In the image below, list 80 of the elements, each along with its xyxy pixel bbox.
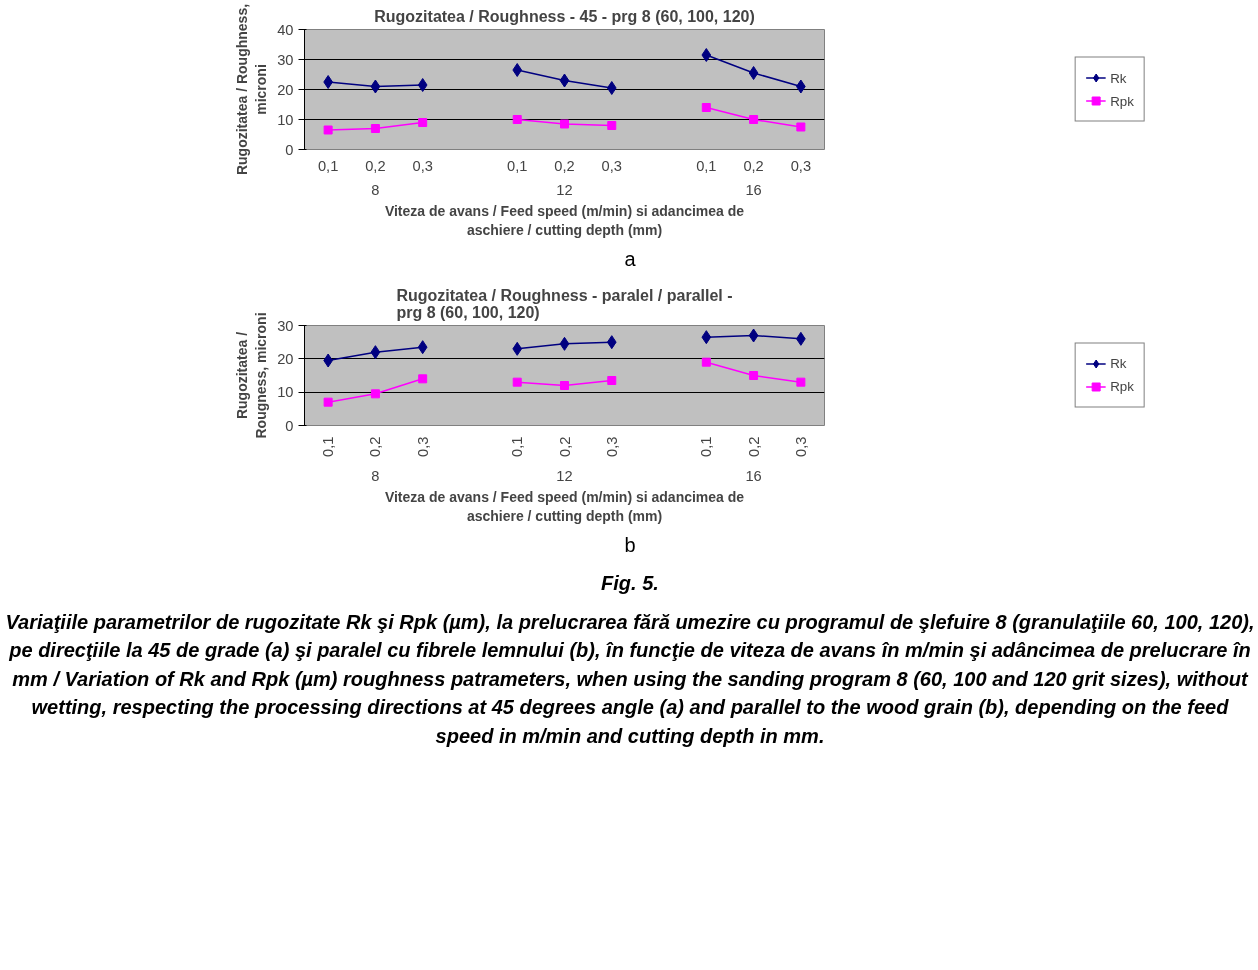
point (748, 328, 759, 343)
y-tick-label: 30 (277, 317, 294, 334)
chart-title: Rugozitatea / Roughness - paralel / parallel - prg 8 (60, 100, 120) (396, 286, 733, 321)
point (559, 73, 570, 88)
legend-label: Rk (1110, 70, 1128, 85)
y-tick-label: 0 (285, 417, 294, 434)
y-tick-label: 30 (277, 51, 294, 68)
point (749, 370, 759, 380)
text: 16 (745, 181, 762, 198)
chart-title: Rugozitatea / Roughness - 45 - prg 8 (60, 100, 120) (374, 7, 755, 25)
point (418, 373, 428, 383)
point (559, 336, 570, 351)
point (370, 79, 381, 94)
point (607, 375, 617, 385)
text: 8 (371, 181, 380, 198)
point (749, 115, 759, 124)
point (796, 122, 806, 132)
y-axis-title: Rugozitatea / Rougness, microni (234, 312, 270, 439)
point (748, 66, 759, 80)
x-tick-label: 0,3 (601, 157, 622, 174)
point (701, 48, 712, 62)
y-tick-label: 20 (277, 350, 294, 367)
point (701, 329, 712, 344)
point (512, 63, 523, 77)
text: 16 (745, 467, 762, 484)
x-axis-title: Viteza de avans / Feed speed (m/min) si adancimea de aschiere / cutting depth (mm) (384, 488, 745, 524)
point (417, 339, 428, 354)
y-tick-label: 40 (277, 21, 294, 38)
legend-label: Rpk (1110, 378, 1134, 394)
x-tick-label: 0,2 (556, 436, 573, 457)
point (606, 334, 617, 349)
y-tick-label: 10 (277, 111, 294, 128)
point (370, 388, 380, 398)
point (418, 118, 428, 127)
x-tick-label: 0,3 (790, 157, 812, 174)
caption: Fig. 5. (601, 572, 659, 595)
x-tick-label: 0,1 (698, 436, 715, 457)
x-tick-label: 0,1 (317, 157, 339, 174)
x-tick-label: 0,3 (603, 436, 620, 457)
point (323, 125, 333, 135)
point (512, 341, 523, 356)
point (560, 380, 569, 390)
y-tick-label: 10 (277, 383, 294, 400)
x-tick-label: 0,1 (509, 436, 526, 457)
x-tick-label: 0,2 (745, 436, 762, 457)
text: Variaţiile parametrilor de rugozitate Rk şi Rpk (µm), la prelucrarea fără umezire cu programul de şlefuire 8 (granulaţiile 60, 100, 120), pe direcţiile la 45 de grade (a) şi paralel cu fibrele lemnului (b), în funcţie de viteza de avans în m/min şi adâncimea de prelucrare în mm / Variation of Rk and Rpk (µm) roughness patrameters, when using the sanding program 8 (60, 100 and 120 grit sizes), without wetting, respecting the processing directions at 45 degrees angle (a) and parallel to the wood grain (b), depending on the feed speed in m/min and cutting depth in mm. (5, 610, 1255, 747)
point (512, 377, 522, 387)
point (417, 78, 428, 92)
x-tick-label: 0,1 (320, 436, 337, 457)
x-tick-label: 0,1 (696, 157, 717, 174)
x-tick-label: 0,2 (365, 157, 386, 174)
y-tick-label: 0 (285, 141, 294, 158)
text: b (623, 532, 637, 558)
legend-label: Rk (1110, 355, 1128, 371)
point (607, 121, 617, 130)
x-tick-label: 0,3 (792, 436, 809, 457)
point (323, 397, 333, 407)
point (370, 124, 380, 133)
point (796, 377, 806, 387)
x-axis-title: Viteza de avans / Feed speed (m/min) si adancimea de aschiere / cutting depth (mm) (384, 202, 745, 238)
point (606, 81, 617, 95)
text: 12 (556, 467, 573, 484)
legend-label: Rpk (1110, 93, 1134, 108)
x-tick-label: 0,3 (414, 436, 431, 457)
point (323, 75, 333, 89)
point (701, 103, 711, 112)
y-axis-title: Rugozitatea / Roughness, microni (234, 3, 270, 176)
y-tick-label: 20 (277, 81, 294, 98)
x-tick-label: 0,1 (507, 157, 528, 174)
x-tick-label: 0,2 (743, 157, 764, 174)
text: 8 (371, 467, 380, 484)
point (512, 115, 522, 124)
text: a (623, 247, 637, 272)
point (560, 119, 569, 129)
point (370, 344, 381, 359)
text: 12 (556, 181, 573, 198)
x-tick-label: 0,2 (554, 157, 575, 174)
x-tick-label: 0,2 (367, 436, 384, 457)
x-tick-label: 0,3 (412, 157, 433, 174)
point (701, 357, 711, 367)
